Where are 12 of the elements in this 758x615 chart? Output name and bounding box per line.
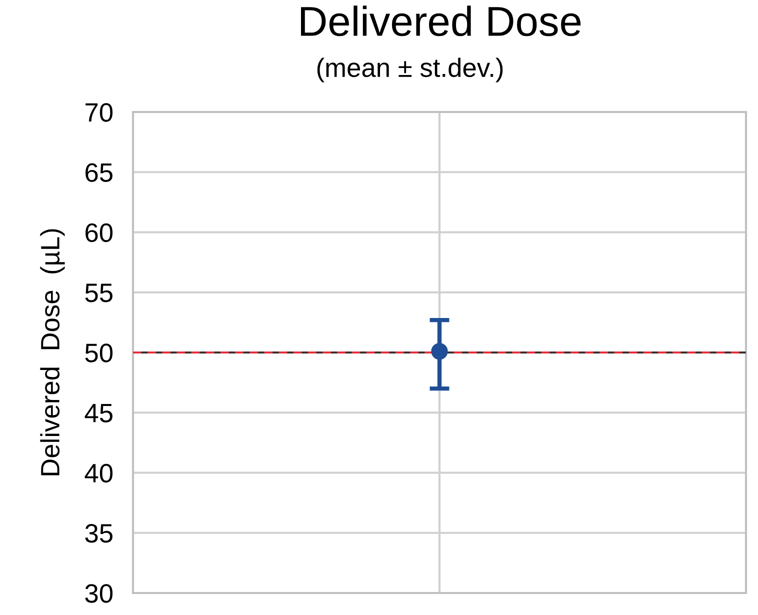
y-tick-label: 35	[85, 524, 112, 543]
y-tick-label: 45	[84, 404, 112, 422]
y-tick-label: 55	[85, 284, 112, 302]
y-tick-label: 70	[86, 103, 113, 122]
y-tick-label: 40	[84, 464, 113, 483]
y-axis-title: Delivered Dose (µL)	[40, 229, 65, 476]
chart-subtitle: (mean ± st.dev.)	[317, 58, 503, 82]
y-tick-label: 30	[85, 584, 113, 603]
y-tick-label: 50	[85, 344, 113, 362]
y-tick-label: 65	[86, 163, 112, 182]
y-tick-label: 60	[86, 223, 113, 242]
chart-title: Delivered Dose	[301, 6, 581, 36]
